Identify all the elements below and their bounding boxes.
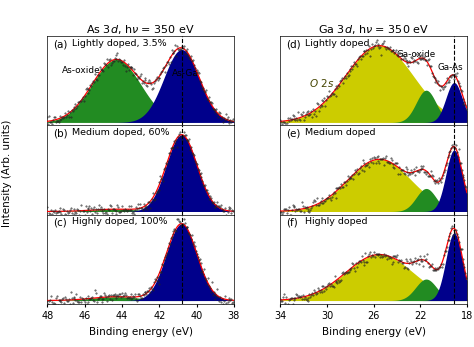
Text: Highly doped: Highly doped <box>305 217 367 226</box>
Text: Highly doped, 100%: Highly doped, 100% <box>72 217 167 226</box>
Text: Ga-As: Ga-As <box>437 63 463 72</box>
Text: As-Ga: As-Ga <box>173 69 199 78</box>
Text: $O$ $2s$: $O$ $2s$ <box>309 77 334 89</box>
X-axis label: Binding energy (eV): Binding energy (eV) <box>322 327 426 337</box>
Text: (e): (e) <box>286 128 301 138</box>
Title: Ga $\it{3d}$, h$\nu$ = 350 eV: Ga $\it{3d}$, h$\nu$ = 350 eV <box>318 24 429 36</box>
Text: (b): (b) <box>53 128 68 138</box>
Text: (c): (c) <box>53 217 67 227</box>
Text: Lightly doped: Lightly doped <box>305 39 369 48</box>
Text: Lightly doped, 3.5%: Lightly doped, 3.5% <box>72 39 166 48</box>
Text: (d): (d) <box>286 39 301 49</box>
Text: As-oxide: As-oxide <box>62 66 101 75</box>
Text: Ga-oxide: Ga-oxide <box>396 50 435 59</box>
Text: Intensity (Arb. units): Intensity (Arb. units) <box>2 120 12 227</box>
Text: Medium doped, 60%: Medium doped, 60% <box>72 128 169 137</box>
Title: As $\it{3d}$, h$\nu$ = 350 eV: As $\it{3d}$, h$\nu$ = 350 eV <box>86 24 195 36</box>
Text: Medium doped: Medium doped <box>305 128 375 137</box>
X-axis label: Binding energy (eV): Binding energy (eV) <box>89 327 192 337</box>
Text: (a): (a) <box>53 39 67 49</box>
Text: (f): (f) <box>286 217 298 227</box>
